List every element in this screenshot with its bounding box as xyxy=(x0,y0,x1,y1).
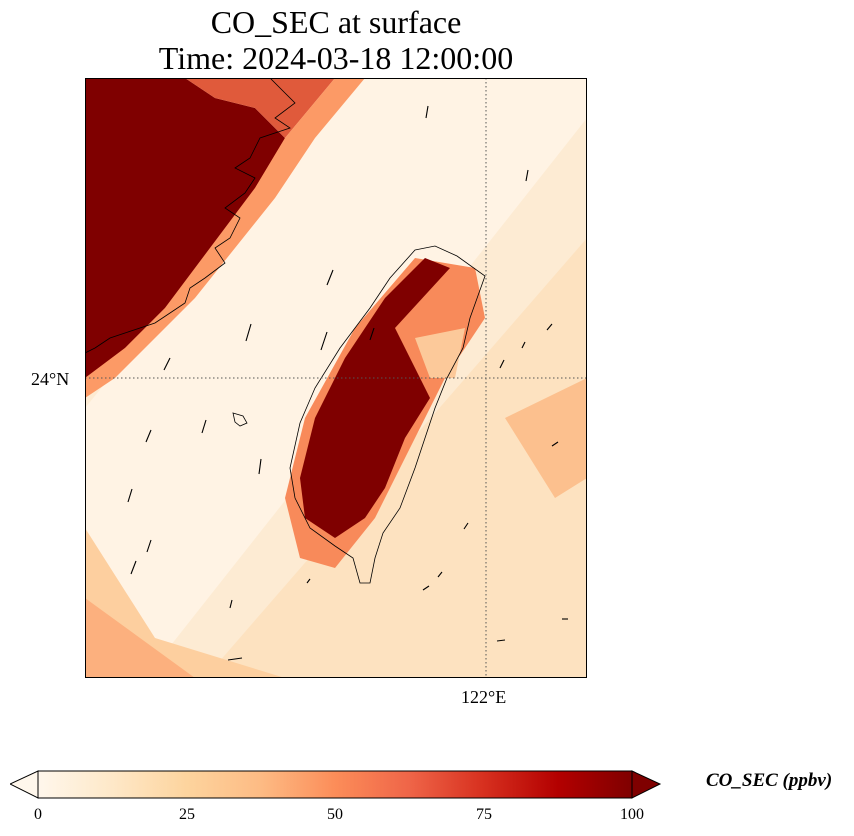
concentration-band-right-mid xyxy=(505,378,587,498)
wind-vector xyxy=(320,331,328,351)
longitude-tick-label: 122°E xyxy=(461,687,507,707)
colorbar xyxy=(8,770,662,805)
map-title: CO_SEC at surface Time: 2024-03-18 12:00… xyxy=(85,4,587,76)
wind-vector xyxy=(145,429,152,443)
mainland-edge-orange xyxy=(85,78,365,398)
wind-vector xyxy=(227,657,243,661)
colorbar-extend-max xyxy=(631,770,662,799)
wind-vector xyxy=(496,639,506,642)
latitude-tick-label: 24°N xyxy=(31,369,70,389)
wind-vector xyxy=(422,585,430,591)
colorbar-extend-min xyxy=(8,770,39,799)
wind-vector xyxy=(306,578,311,584)
wind-vector xyxy=(326,269,334,286)
colorbar-label: CO_SEC (ppbv) xyxy=(706,770,833,791)
colorbar-tick-label: 50 xyxy=(327,806,343,823)
title-time: Time: 2024-03-18 12:00:00 xyxy=(158,40,514,76)
wind-vector xyxy=(258,458,262,475)
wind-vector xyxy=(201,419,207,434)
wind-vector xyxy=(245,323,252,342)
mainland-coastline xyxy=(85,78,296,354)
wind-vector xyxy=(546,323,553,331)
wind-vector xyxy=(229,599,233,609)
wind-vector xyxy=(525,169,529,182)
wind-vector xyxy=(499,359,505,369)
colorbar-gradient xyxy=(8,770,662,799)
colorbar-tick-label: 25 xyxy=(179,806,195,823)
wind-vector xyxy=(369,327,375,341)
taiwan-east-patch xyxy=(415,328,465,378)
map-panel xyxy=(85,78,587,678)
wind-vector xyxy=(130,560,137,575)
wind-vector xyxy=(437,571,443,578)
taiwan-coastline xyxy=(289,245,486,584)
title-variable: CO_SEC at surface xyxy=(210,4,462,40)
high-concentration-taiwan xyxy=(300,258,450,538)
wind-vector xyxy=(463,522,469,530)
map-canvas xyxy=(85,78,587,678)
wind-vector xyxy=(163,357,171,371)
colorbar-tick-label: 0 xyxy=(34,806,42,823)
wind-vector xyxy=(127,488,133,503)
map-border xyxy=(85,78,587,678)
penghu-coastline xyxy=(232,412,248,427)
wind-vector xyxy=(425,105,429,119)
colorbar-body xyxy=(37,770,633,799)
high-concentration-mainland xyxy=(85,78,285,378)
concentration-band-bottom-left-deep xyxy=(85,598,195,678)
colorbar-tick-label: 100 xyxy=(620,806,644,823)
wind-vector xyxy=(521,341,526,349)
colorbar-tick-label: 75 xyxy=(476,806,492,823)
wind-vectors xyxy=(127,105,568,661)
wind-vector xyxy=(551,441,559,447)
wind-vector xyxy=(146,539,152,553)
